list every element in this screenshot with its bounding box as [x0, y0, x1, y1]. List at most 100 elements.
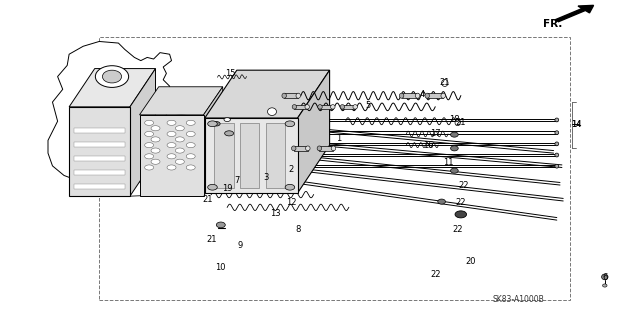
Ellipse shape [340, 105, 345, 109]
Text: 13: 13 [270, 209, 280, 218]
Text: 21: 21 [456, 118, 466, 127]
Ellipse shape [451, 168, 458, 173]
Ellipse shape [167, 165, 176, 170]
Polygon shape [140, 87, 223, 115]
Text: 9: 9 [237, 241, 243, 250]
Ellipse shape [224, 118, 230, 122]
Ellipse shape [167, 120, 176, 125]
Text: 21: 21 [203, 195, 213, 204]
Bar [319, 146, 333, 151]
Bar [320, 105, 333, 109]
Ellipse shape [151, 137, 160, 142]
Text: 11: 11 [443, 158, 453, 167]
Ellipse shape [207, 184, 218, 190]
Ellipse shape [442, 79, 448, 86]
Bar [294, 146, 308, 151]
Ellipse shape [455, 120, 460, 126]
Bar [342, 105, 355, 109]
Polygon shape [205, 70, 330, 118]
Bar [284, 93, 298, 98]
Ellipse shape [186, 120, 195, 125]
Ellipse shape [399, 93, 404, 98]
Text: 12: 12 [286, 198, 296, 207]
Ellipse shape [330, 105, 335, 109]
Text: 3: 3 [263, 173, 268, 182]
Text: 22: 22 [452, 225, 463, 234]
Ellipse shape [415, 93, 420, 98]
Ellipse shape [602, 274, 608, 280]
Ellipse shape [451, 146, 458, 151]
Ellipse shape [186, 165, 195, 170]
Ellipse shape [332, 146, 336, 151]
Ellipse shape [441, 93, 445, 98]
Ellipse shape [186, 131, 195, 137]
Text: 7: 7 [234, 176, 239, 185]
FancyArrow shape [555, 5, 593, 22]
Text: 5: 5 [365, 101, 371, 110]
Bar [205, 118, 298, 193]
Bar [74, 128, 125, 133]
Text: FR.: FR. [543, 19, 562, 29]
Polygon shape [204, 87, 223, 196]
Ellipse shape [317, 105, 323, 109]
Text: 10: 10 [216, 263, 226, 272]
Ellipse shape [317, 146, 322, 151]
Ellipse shape [603, 284, 607, 287]
Ellipse shape [186, 154, 195, 159]
Bar [74, 142, 125, 147]
Text: SK83-A1000B: SK83-A1000B [493, 295, 544, 304]
Text: 22: 22 [456, 198, 466, 207]
Text: 18: 18 [449, 115, 460, 124]
Text: 22: 22 [430, 270, 440, 279]
Ellipse shape [145, 154, 154, 159]
Ellipse shape [555, 142, 559, 146]
Ellipse shape [175, 159, 184, 164]
Ellipse shape [455, 211, 467, 218]
Polygon shape [48, 41, 172, 187]
Ellipse shape [285, 121, 294, 127]
Ellipse shape [145, 165, 154, 170]
Ellipse shape [268, 108, 276, 115]
Ellipse shape [296, 93, 301, 98]
Ellipse shape [555, 164, 559, 168]
Bar [266, 123, 285, 188]
Ellipse shape [167, 154, 176, 159]
Ellipse shape [95, 66, 129, 87]
Ellipse shape [292, 105, 297, 109]
Text: 15: 15 [225, 69, 236, 78]
Ellipse shape [555, 118, 559, 122]
Ellipse shape [292, 146, 296, 151]
Ellipse shape [167, 131, 176, 137]
Ellipse shape [207, 121, 218, 127]
Text: 21: 21 [206, 235, 216, 244]
Ellipse shape [151, 126, 160, 131]
Ellipse shape [438, 199, 445, 204]
Text: 8: 8 [295, 225, 300, 234]
Text: 1: 1 [337, 134, 342, 143]
Ellipse shape [167, 143, 176, 148]
Bar [74, 170, 125, 175]
Text: 22: 22 [459, 181, 469, 189]
Ellipse shape [285, 184, 294, 190]
Ellipse shape [353, 105, 358, 109]
Text: 21: 21 [440, 78, 450, 87]
Text: 14: 14 [571, 120, 581, 129]
Ellipse shape [305, 146, 310, 151]
Ellipse shape [145, 120, 154, 125]
Polygon shape [69, 69, 156, 107]
Ellipse shape [425, 93, 429, 98]
Ellipse shape [225, 131, 234, 136]
Ellipse shape [216, 222, 225, 228]
Ellipse shape [175, 148, 184, 153]
Bar [74, 156, 125, 161]
Ellipse shape [151, 159, 160, 164]
Bar [99, 37, 570, 300]
Text: 16: 16 [424, 141, 434, 150]
Text: 6: 6 [602, 273, 607, 282]
Ellipse shape [305, 105, 310, 109]
Text: 14: 14 [571, 120, 581, 129]
Ellipse shape [175, 126, 184, 131]
Ellipse shape [145, 143, 154, 148]
Ellipse shape [451, 132, 458, 137]
Text: 20: 20 [465, 257, 476, 266]
